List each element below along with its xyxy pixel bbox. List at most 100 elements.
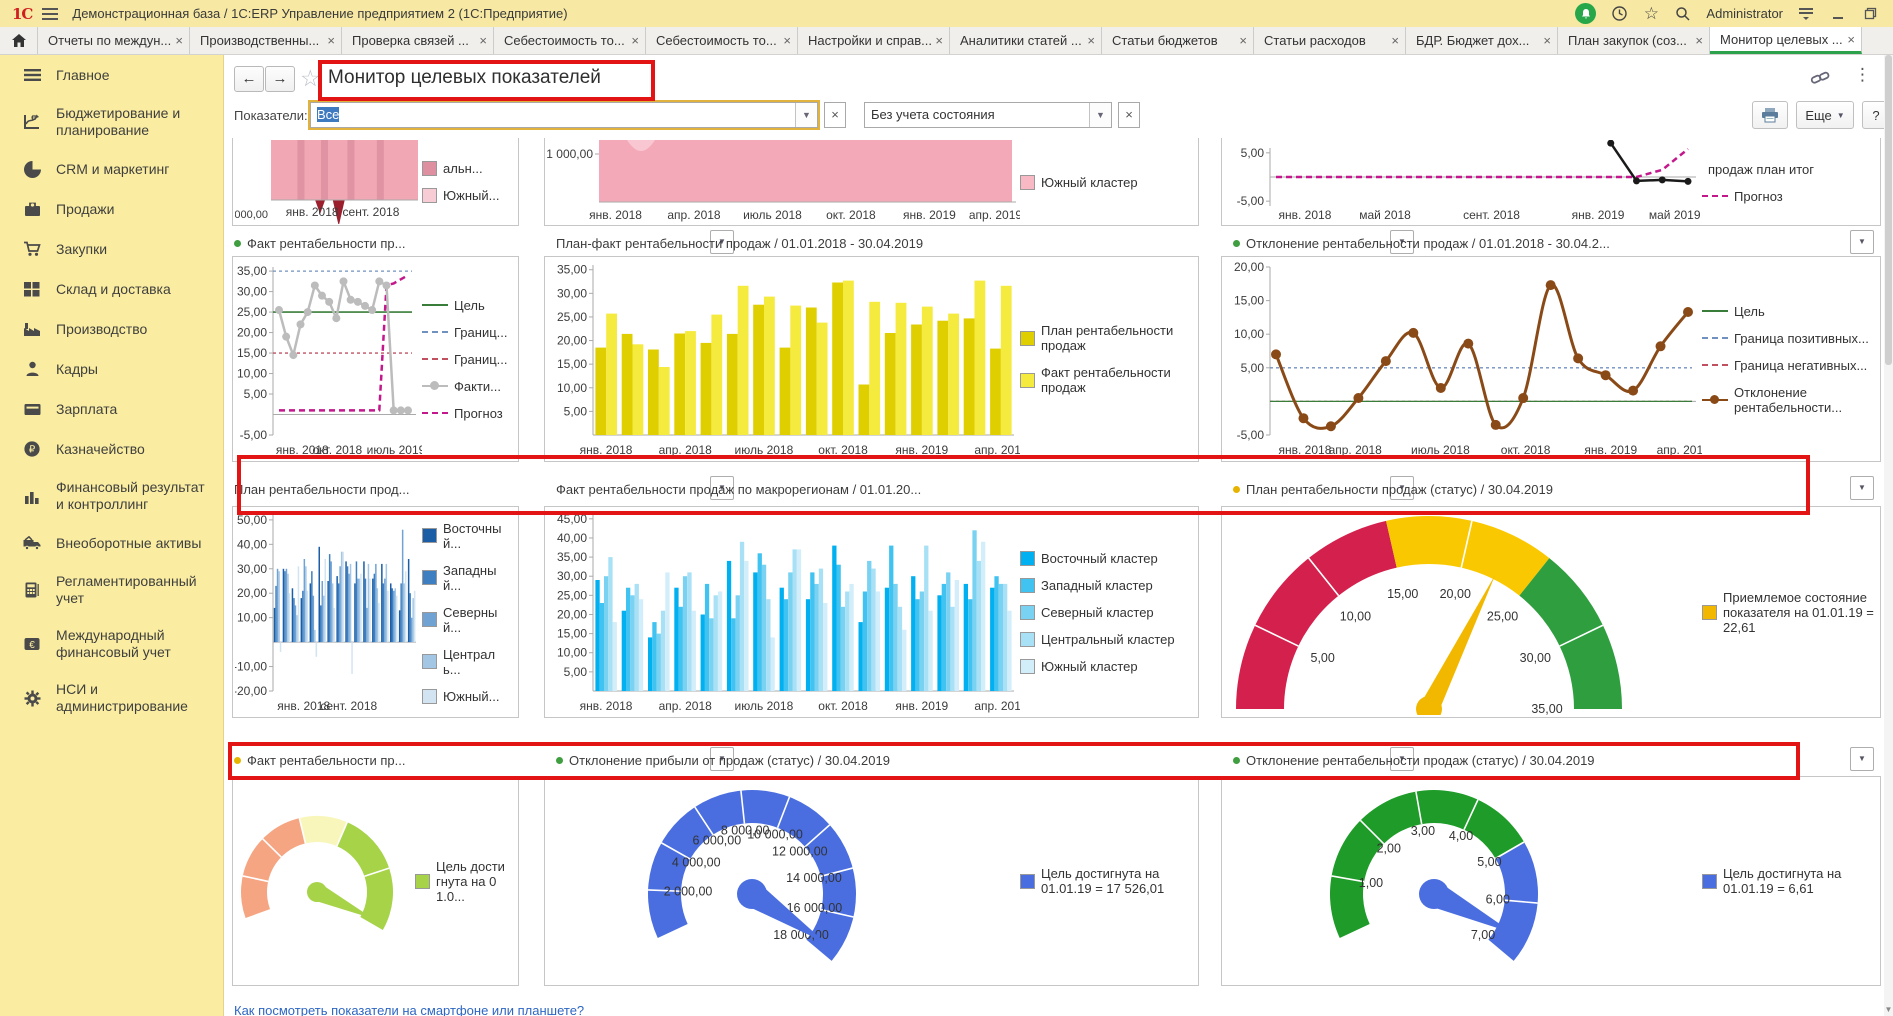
sidebar-item-truck[interactable]: Внеоборотные активы: [0, 523, 223, 563]
more-button[interactable]: Еще ▼: [1796, 101, 1854, 129]
indicators-dropdown-icon[interactable]: ▼: [795, 103, 817, 127]
close-tab-icon[interactable]: ×: [479, 33, 487, 48]
get-link-icon[interactable]: [1810, 69, 1830, 92]
svg-text:6,00: 6,00: [1486, 893, 1510, 907]
tab-settings[interactable]: Настройки и справ... ×: [798, 27, 950, 54]
close-tab-icon[interactable]: ×: [175, 33, 183, 48]
more-actions-kebab-icon[interactable]: ⋮: [1854, 65, 1871, 84]
close-tab-icon[interactable]: ×: [1695, 33, 1703, 48]
sidebar-item-person[interactable]: Кадры: [0, 349, 223, 389]
tab-production[interactable]: Производственны... ×: [190, 27, 342, 54]
chart-fact-rent-status-gauge: Цель достигнута на 01.0...: [233, 777, 518, 985]
tab-budget-articles[interactable]: Статьи бюджетов ×: [1102, 27, 1254, 54]
svg-text:30,00: 30,00: [237, 562, 267, 576]
chart-legend: Цель достигнута на 01.01.19 = 17 526,01: [1020, 866, 1195, 896]
scrollbar-down-arrow[interactable]: ▼: [1884, 1005, 1893, 1014]
panel-menu-dropdown[interactable]: ▼: [710, 476, 734, 500]
main-menu-icon[interactable]: [42, 5, 59, 23]
legend-swatch: [1702, 333, 1728, 343]
sidebar-item-grid[interactable]: Склад и доставка: [0, 269, 223, 309]
sidebar-item-menu[interactable]: Главное: [0, 55, 223, 95]
close-tab-icon[interactable]: ×: [1239, 33, 1247, 48]
tab-cost-2[interactable]: Себестоимость то... ×: [646, 27, 798, 54]
state-dropdown-icon[interactable]: ▼: [1089, 103, 1111, 127]
current-user[interactable]: Administrator: [1706, 6, 1783, 21]
svg-text:5,00: 5,00: [564, 665, 588, 679]
indicators-filter-value: Все: [317, 107, 340, 122]
user-menu-icon[interactable]: [1797, 5, 1815, 23]
legend-item: Приемлемое состояние показателя на 01.01…: [1702, 590, 1876, 635]
close-tab-icon[interactable]: ×: [783, 33, 791, 48]
sidebar-item-plan[interactable]: ₽ Бюджетирование и планирование: [0, 95, 223, 149]
panel-menu-dropdown[interactable]: ▼: [1850, 476, 1874, 500]
sidebar-item-label: Кадры: [56, 360, 98, 377]
indicators-filter-combobox[interactable]: Все ▼: [308, 100, 820, 130]
sidebar-item-calc[interactable]: Регламентированный учет: [0, 563, 223, 617]
panel-menu-dropdown[interactable]: ▼: [1390, 747, 1414, 771]
mobile-help-link[interactable]: Как посмотреть показатели на смартфоне и…: [234, 1003, 584, 1016]
legend-swatch: [422, 160, 437, 176]
sidebar-item-cart[interactable]: Закупки: [0, 229, 223, 269]
state-filter-combobox[interactable]: Без учета состояния ▼: [864, 102, 1112, 128]
svg-text:35,00: 35,00: [1531, 702, 1562, 715]
legend-label: Границ...: [454, 351, 508, 367]
chart-legend: План рентабельности продаж Факт рентабель…: [1020, 323, 1196, 395]
close-tab-icon[interactable]: ×: [1543, 33, 1551, 48]
close-tab-icon[interactable]: ×: [1847, 31, 1855, 47]
sidebar-item-pie[interactable]: CRM и маркетинг: [0, 149, 223, 189]
legend-label: Северный...: [443, 604, 498, 635]
sidebar: Главное ₽ Бюджетирование и планирование CRM…: [0, 55, 224, 1016]
tab-purchase-plan[interactable]: План закупок (соз... ×: [1558, 27, 1710, 54]
tab-article-analytics[interactable]: Аналитики статей ... ×: [950, 27, 1102, 54]
sidebar-item-case[interactable]: Продажи: [0, 189, 223, 229]
svg-text:июль 2018: июль 2018: [1411, 443, 1470, 457]
vertical-scrollbar[interactable]: ▼: [1884, 55, 1893, 1016]
home-tab[interactable]: [0, 27, 38, 54]
legend-label: продаж план итог: [1708, 161, 1815, 177]
sidebar-item-gear[interactable]: НСИ и администрирование: [0, 671, 223, 725]
sidebar-item-card[interactable]: Зарплата: [0, 389, 223, 429]
print-button[interactable]: [1752, 101, 1788, 129]
panel-menu-dropdown[interactable]: ▼: [710, 747, 734, 771]
sidebar-item-label: Финансовый результат и контроллинг: [56, 479, 205, 512]
sidebar-item-factory[interactable]: Производство: [0, 309, 223, 349]
legend-label: Цель достигнута на 01.0...: [436, 858, 505, 904]
tab-cost-1[interactable]: Себестоимость то... ×: [494, 27, 646, 54]
close-tab-icon[interactable]: ×: [327, 33, 335, 48]
panel-menu-dropdown[interactable]: ▼: [1390, 476, 1414, 500]
restore-window-icon[interactable]: [1861, 5, 1879, 23]
panel-menu-dropdown[interactable]: ▼: [1850, 230, 1874, 254]
sidebar-item-bars[interactable]: Финансовый результат и контроллинг: [0, 469, 223, 523]
close-tab-icon[interactable]: ×: [631, 33, 639, 48]
minimize-icon[interactable]: [1829, 5, 1847, 23]
tab-reports[interactable]: Отчеты по междун... ×: [38, 27, 190, 54]
close-tab-icon[interactable]: ×: [1087, 33, 1095, 48]
history-icon[interactable]: [1610, 5, 1628, 23]
back-button[interactable]: ←: [234, 66, 264, 92]
chart-legend: Цель достигнута на 01.01.19 = 6,61: [1702, 866, 1877, 896]
favorite-page-star-icon[interactable]: ☆: [300, 65, 321, 91]
svg-text:сент. 2018: сент. 2018: [1463, 208, 1520, 222]
panel-menu-dropdown[interactable]: ▼: [1850, 747, 1874, 771]
indicators-clear-icon[interactable]: ×: [824, 102, 846, 128]
close-tab-icon[interactable]: ×: [1391, 33, 1399, 48]
tab-link-check[interactable]: Проверка связей ... ×: [342, 27, 494, 54]
sidebar-item-euro[interactable]: € Международный финансовый учет: [0, 617, 223, 671]
panel-menu-dropdown[interactable]: ▼: [710, 230, 734, 254]
svg-text:40,00: 40,00: [237, 537, 267, 551]
favorites-star-icon[interactable]: ☆: [1643, 3, 1660, 23]
panel-menu-dropdown[interactable]: ▼: [1390, 230, 1414, 254]
legend-item: Прогноз: [422, 406, 508, 421]
sidebar-item-rub[interactable]: ₽ Казначейство: [0, 429, 223, 469]
svg-text:12 000,00: 12 000,00: [772, 844, 828, 858]
notifications-icon[interactable]: [1575, 3, 1597, 24]
tab-bdr[interactable]: БДР. Бюджет дох... ×: [1406, 27, 1558, 54]
state-clear-icon[interactable]: ×: [1118, 102, 1140, 128]
scrollbar-thumb[interactable]: [1885, 55, 1892, 365]
svg-text:2,00: 2,00: [1377, 842, 1401, 856]
search-icon[interactable]: [1674, 5, 1692, 23]
forward-button[interactable]: →: [265, 66, 295, 92]
tab-expense-articles[interactable]: Статьи расходов ×: [1254, 27, 1406, 54]
tab-target-monitor[interactable]: Монитор целевых ... ×: [1710, 27, 1862, 54]
close-tab-icon[interactable]: ×: [935, 33, 943, 48]
